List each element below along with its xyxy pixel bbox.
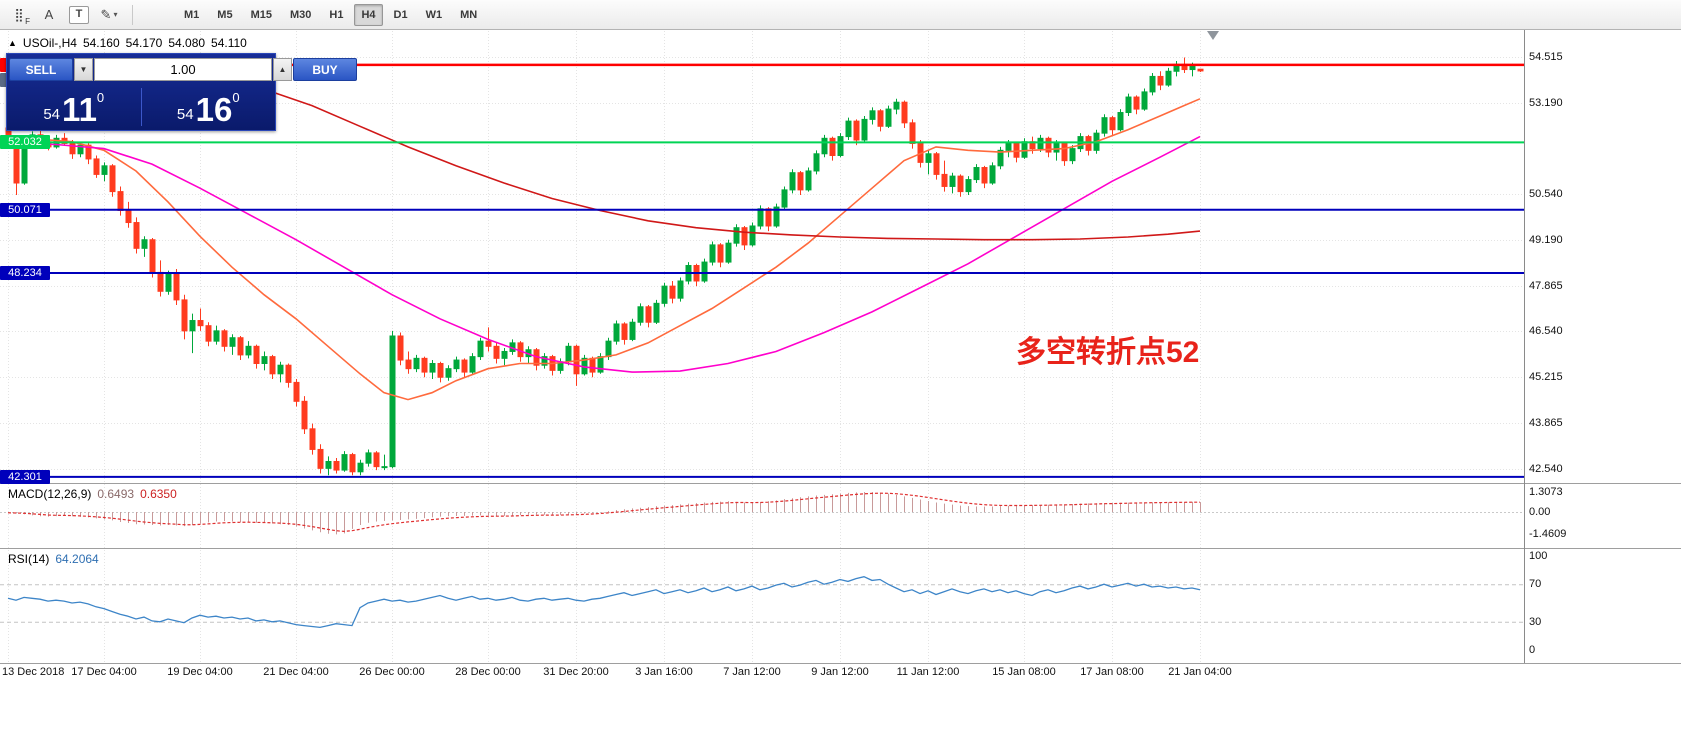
tf-m5[interactable]: M5: [217, 8, 233, 21]
time-axis-label: 28 Dec 00:00: [455, 666, 521, 678]
chart-header: ▲ USOil-,H4 54.160 54.170 54.080 54.110: [8, 36, 247, 50]
price-axis-label: 49.190: [1529, 234, 1563, 247]
ma-slow: [271, 91, 1201, 241]
macd-axis-label: 0.00: [1529, 506, 1551, 518]
level-price-badge: 50.071: [0, 202, 50, 217]
ohlc-high: 54.170: [125, 36, 163, 50]
grid-glyph: ⣿: [14, 6, 24, 22]
time-axis-label: 21 Dec 04:00: [263, 666, 329, 678]
time-axis-label: 7 Jan 12:00: [723, 666, 781, 678]
macd-header: MACD(12,26,9) 0.6493 0.6350: [8, 487, 177, 501]
level-price-badge: 52.032: [0, 135, 50, 150]
timeframe-group: M1 M5 M15 M30 H1 H4 D1 W1 MN: [175, 3, 486, 26]
draw-tool-icon[interactable]: ✎ ▾: [97, 4, 121, 26]
trade-prices-row: 54 11 0 54 16 0: [7, 84, 275, 130]
ohlc-close: 54.110: [211, 36, 247, 50]
collapse-arrow-icon[interactable]: ▲: [8, 38, 17, 48]
rsi-line: [7, 576, 1201, 629]
text-tool-icon[interactable]: T: [67, 4, 91, 26]
rsi-axis-label: 70: [1529, 578, 1542, 591]
pencil-glyph: ✎: [100, 6, 112, 22]
ohlc-open: 54.160: [82, 36, 120, 50]
time-axis-label: 11 Jan 12:00: [896, 666, 960, 678]
rsi-label: RSI(14): [8, 552, 50, 566]
toolbar-separator: [132, 4, 133, 25]
toolbar: ⣿ F A T ✎ ▾ M1 M5 M15 M30 H1 H4 D1 W1 MN: [0, 0, 1681, 30]
tf-h4[interactable]: H4: [354, 3, 383, 26]
rsi-value: 64.2064: [55, 552, 99, 566]
trade-controls-row: SELL ▼ ▲ BUY: [7, 54, 357, 84]
sell-button[interactable]: SELL: [9, 58, 73, 81]
time-axis-label: 15 Jan 08:00: [992, 666, 1056, 678]
ohlc-low: 54.080: [168, 36, 206, 50]
bid-big-digits: 11: [62, 91, 97, 128]
rsi-axis-label: 100: [1529, 550, 1548, 562]
chevron-down-icon: ▾: [113, 10, 118, 19]
price-axis-label: 54.515: [1529, 51, 1563, 63]
ask-pip-digit: 0: [232, 90, 240, 105]
volume-down-button[interactable]: ▼: [74, 58, 93, 81]
tf-m30[interactable]: M30: [289, 8, 312, 21]
time-axis-label: 13 Dec 2018: [2, 666, 65, 678]
level-price-badge: 42.301: [0, 469, 50, 484]
bid-prefix: 54: [43, 106, 61, 123]
time-axis-line: [0, 663, 1681, 664]
ask-price: 54 16 0: [142, 84, 276, 130]
volume-input[interactable]: [94, 58, 272, 81]
rsi-axis-label: 30: [1529, 615, 1542, 628]
panel-divider-macd[interactable]: [0, 483, 1681, 484]
time-axis-label: 31 Dec 20:00: [543, 666, 609, 678]
price-axis-label: 42.540: [1529, 462, 1563, 475]
tf-d1[interactable]: D1: [393, 8, 408, 21]
buy-button[interactable]: BUY: [293, 58, 357, 81]
templates-grid-icon[interactable]: ⣿ F: [7, 4, 31, 26]
time-axis-label: 9 Jan 12:00: [811, 666, 869, 678]
text-glyph: T: [69, 5, 89, 24]
macd-main-value: 0.6493: [97, 487, 135, 501]
price-axis-label: 53.190: [1529, 96, 1563, 109]
ask-big-digits: 16: [195, 91, 233, 128]
ask-prefix: 54: [176, 106, 194, 123]
macd-signal-value: 0.6350: [140, 487, 177, 501]
macd-axis-label: -1.4609: [1529, 528, 1567, 541]
macd-signal-line: [7, 492, 1200, 533]
grid-glyph-sub: F: [25, 16, 30, 26]
price-axis-label: 43.865: [1529, 417, 1563, 430]
tf-m1[interactable]: M1: [184, 8, 200, 21]
macd-axis-label: 1.3073: [1529, 485, 1563, 498]
price-axis-label: 45.215: [1529, 370, 1563, 383]
macd-group: [7, 491, 1201, 535]
tf-mn[interactable]: MN: [460, 8, 478, 21]
tf-h1[interactable]: H1: [329, 8, 344, 21]
rsi-axis-label: 0: [1529, 644, 1536, 656]
time-axis-label: 19 Dec 04:00: [167, 666, 233, 678]
price-axis-line[interactable]: [1524, 30, 1525, 663]
price-axis-label: 46.540: [1529, 325, 1563, 338]
tf-w1[interactable]: W1: [425, 8, 443, 21]
level-price-badge: 48.234: [0, 265, 50, 280]
chart-annotation-text[interactable]: 多空转折点52: [1016, 336, 1200, 369]
bid-price: 54 11 0: [7, 84, 141, 130]
price-axis-label: 50.540: [1529, 187, 1563, 200]
time-axis-label: 3 Jan 16:00: [635, 666, 693, 678]
arrow-tool-icon[interactable]: A: [37, 4, 61, 26]
volume-up-button[interactable]: ▲: [273, 58, 292, 81]
time-axis-label: 17 Jan 08:00: [1080, 666, 1144, 678]
time-axis-label: 26 Dec 00:00: [359, 666, 425, 678]
time-axis-label: 21 Jan 04:00: [1168, 666, 1232, 678]
panel-divider-rsi[interactable]: [0, 548, 1681, 549]
one-click-trade-panel: SELL ▼ ▲ BUY 54 11 0 54 16 0: [6, 53, 357, 131]
bid-pip-digit: 0: [96, 90, 105, 105]
macd-label: MACD(12,26,9): [8, 487, 92, 501]
symbol-timeframe: USOil-,H4: [22, 36, 77, 50]
price-axis-label: 47.865: [1529, 279, 1563, 292]
tf-m15[interactable]: M15: [250, 8, 272, 21]
rsi-header: RSI(14) 64.2064: [8, 552, 99, 566]
time-axis-label: 17 Dec 04:00: [71, 666, 137, 678]
chart-shift-marker: [1207, 31, 1219, 40]
arrow-glyph: A: [44, 7, 54, 22]
